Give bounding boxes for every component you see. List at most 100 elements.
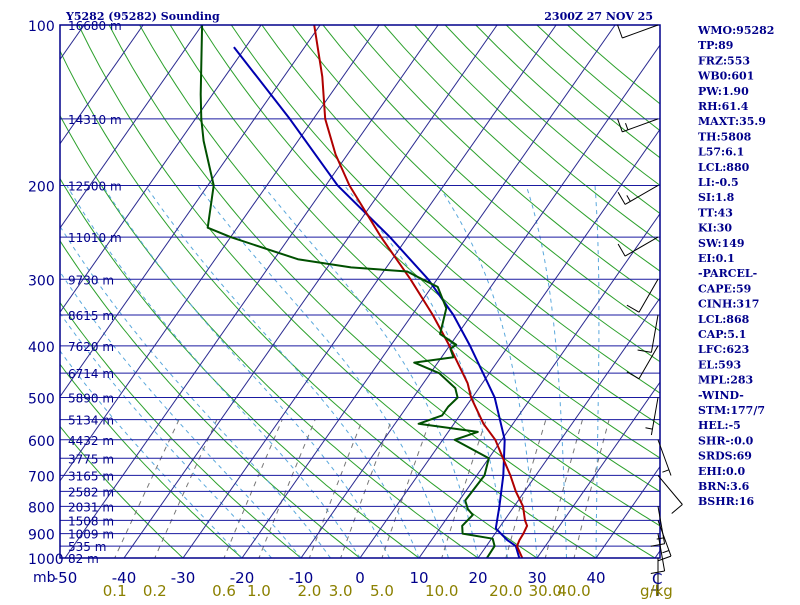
wind-barbs bbox=[618, 25, 683, 596]
temperature-trace bbox=[314, 25, 527, 558]
index-value: TP:89 bbox=[698, 39, 733, 52]
mixing-ratio-label: 20.0 bbox=[489, 582, 522, 600]
dry-adiabat-line bbox=[0, 25, 315, 569]
index-value: EHI:0.0 bbox=[698, 465, 745, 478]
index-value: BSHR:16 bbox=[698, 495, 754, 508]
dry-adiabat-line bbox=[0, 25, 435, 569]
pressure-tick-label: 800 bbox=[28, 500, 55, 516]
parcel-trace bbox=[234, 47, 519, 558]
wind-barb bbox=[646, 398, 659, 435]
temperature-tick-label: -30 bbox=[171, 569, 196, 587]
isotherm-line bbox=[65, 25, 438, 558]
index-value: SHR-:0.0 bbox=[698, 434, 754, 447]
temperature-tick-label: -50 bbox=[53, 569, 78, 587]
height-label: 8615 m bbox=[68, 309, 114, 323]
index-value: HEL:-5 bbox=[698, 419, 741, 432]
pressure-tick-label: 300 bbox=[28, 273, 55, 289]
dry-adiabat-line bbox=[109, 25, 674, 569]
height-label: 3775 m bbox=[68, 452, 114, 466]
index-value: CINH:317 bbox=[698, 298, 759, 311]
mixing-ratio-label: 5.0 bbox=[370, 582, 394, 600]
height-label: 3165 m bbox=[68, 469, 114, 483]
index-value: -PARCEL- bbox=[698, 267, 757, 280]
height-label: 12500 m bbox=[68, 179, 122, 193]
index-value: EI:0.1 bbox=[698, 252, 735, 265]
dewpoint-trace bbox=[201, 25, 495, 558]
pressure-tick-label: 600 bbox=[28, 434, 55, 450]
moist-adiabat-line bbox=[198, 185, 449, 558]
chart-axes bbox=[60, 25, 660, 558]
height-label: 6714 m bbox=[68, 367, 114, 381]
height-label: 5134 m bbox=[68, 414, 114, 428]
height-label: 9730 m bbox=[68, 273, 114, 287]
index-value: -WIND- bbox=[698, 389, 744, 402]
index-value: LCL:868 bbox=[698, 313, 750, 326]
pressure-tick-label: 200 bbox=[28, 179, 55, 195]
mixing-ratio-line bbox=[337, 420, 392, 570]
mixing-ratio-line bbox=[503, 420, 546, 570]
index-value: LCL:880 bbox=[698, 161, 750, 174]
isotherm-line bbox=[301, 25, 674, 558]
dry-adiabat-line bbox=[140, 25, 734, 569]
isotherm-line bbox=[183, 25, 556, 558]
index-value: WB0:601 bbox=[697, 70, 754, 83]
moist-adiabat-line bbox=[263, 185, 478, 558]
temperature-tick-label: 20 bbox=[468, 569, 487, 587]
index-value: KI:30 bbox=[698, 222, 732, 235]
mixing-ratio-label: 3.0 bbox=[329, 582, 353, 600]
station-title: Y5282 (95282) Sounding bbox=[65, 10, 220, 23]
pressure-tick-label: 900 bbox=[28, 528, 55, 544]
height-label: 11010 m bbox=[68, 231, 122, 245]
mixing-ratio-line bbox=[150, 420, 217, 570]
index-value: RH:61.4 bbox=[698, 100, 749, 113]
index-value: FRZ:553 bbox=[698, 54, 750, 67]
mixing-ratio-label: 10.0 bbox=[425, 582, 458, 600]
isotherm-line bbox=[6, 25, 379, 558]
dry-adiabat-line bbox=[568, 25, 800, 569]
pressure-tick-label: 1000 bbox=[28, 552, 64, 568]
index-value: TH:5808 bbox=[698, 130, 752, 143]
wind-barb bbox=[638, 315, 658, 352]
height-label: 7620 m bbox=[68, 340, 114, 354]
moist-adiabat-line bbox=[595, 185, 599, 558]
index-value: L57:6.1 bbox=[698, 146, 744, 159]
chart-background-lines bbox=[0, 25, 800, 569]
height-label: 5890 m bbox=[68, 392, 114, 406]
mixing-ratio-label: 2.0 bbox=[297, 582, 321, 600]
height-label: 2031 m bbox=[68, 500, 114, 514]
pressure-tick-label: 500 bbox=[28, 392, 55, 408]
pressure-tick-label: 100 bbox=[28, 19, 55, 35]
pressure-tick-label: 700 bbox=[28, 469, 55, 485]
moist-adiabat-line bbox=[145, 185, 419, 558]
index-value: SRDS:69 bbox=[698, 450, 752, 463]
wind-barb bbox=[651, 506, 665, 546]
dry-adiabat-line bbox=[48, 25, 554, 569]
mixing-ratio-label: 40.0 bbox=[557, 582, 590, 600]
height-label: 14310 m bbox=[68, 113, 122, 127]
index-value: CAPE:59 bbox=[698, 282, 751, 295]
isotherm-line bbox=[0, 25, 25, 558]
plot-frame bbox=[60, 25, 660, 558]
wind-barb bbox=[618, 25, 659, 38]
index-value: SI:1.8 bbox=[698, 191, 735, 204]
pressure-unit-label: mb bbox=[33, 570, 56, 586]
mixing-ratio-unit-label: g/kg bbox=[640, 582, 673, 600]
wind-barb bbox=[618, 237, 658, 256]
dry-adiabat-line bbox=[0, 25, 375, 569]
mixing-ratio-label: 0.2 bbox=[143, 582, 167, 600]
index-value: STM:177/7 bbox=[698, 404, 765, 417]
temperature-tick-label: 0 bbox=[355, 569, 365, 587]
isotherm-line bbox=[242, 25, 615, 558]
index-value: PW:1.90 bbox=[698, 85, 749, 98]
pressure-tick-label: 400 bbox=[28, 340, 55, 356]
height-label: 4432 m bbox=[68, 434, 114, 448]
index-value: WMO:95282 bbox=[697, 24, 774, 37]
wind-barb bbox=[658, 475, 682, 513]
index-value: BRN:3.6 bbox=[698, 480, 750, 493]
wind-barb bbox=[618, 185, 658, 204]
index-value: CAP:5.1 bbox=[698, 328, 746, 341]
isotherm-line bbox=[360, 25, 733, 558]
dry-adiabat-line bbox=[0, 25, 255, 569]
height-label: 2582 m bbox=[68, 485, 114, 499]
